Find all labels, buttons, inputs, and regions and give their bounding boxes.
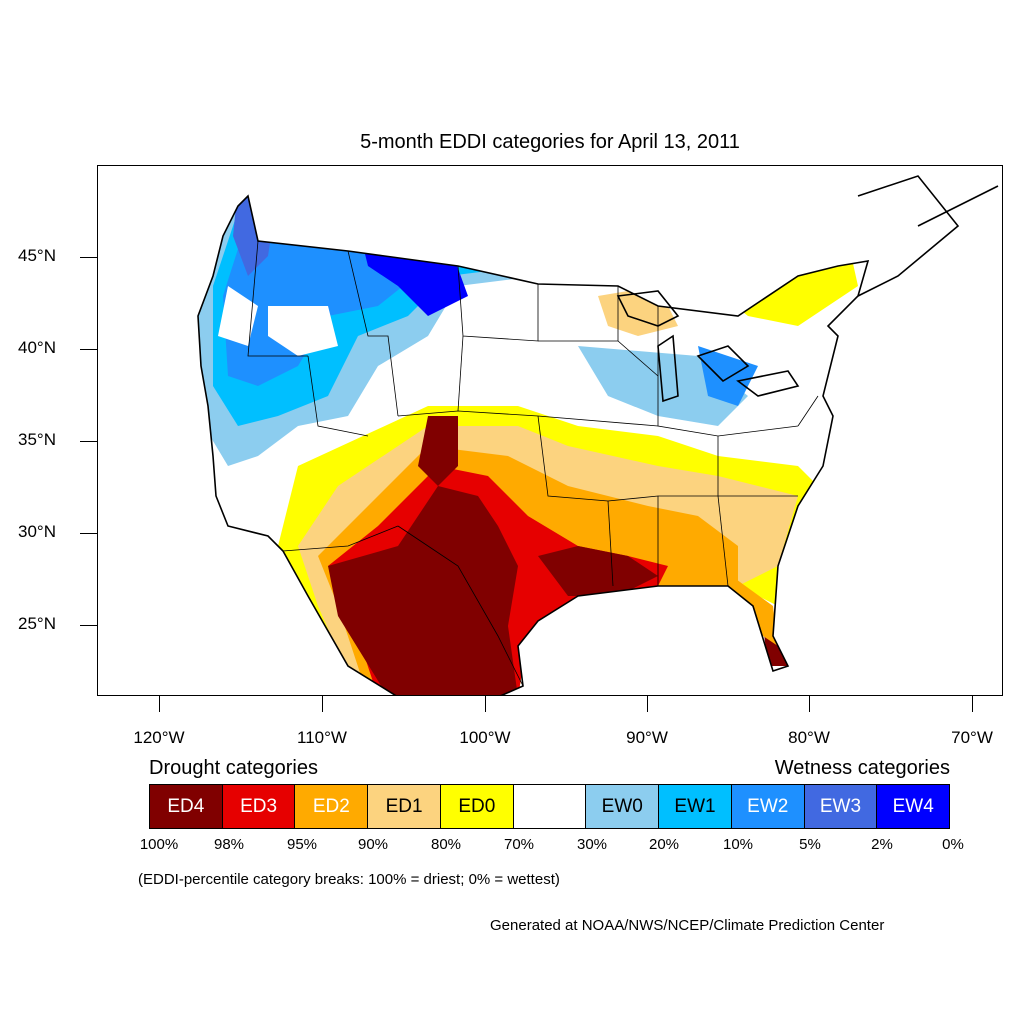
legend-box-ed0: ED0 [440,785,514,828]
legend-box-ew4: EW4 [877,785,950,828]
lat-label-30: 30°N [18,522,56,541]
lat-label-40: 40°N [18,338,56,357]
percentile-label: 20% [648,836,680,853]
lon-tick [322,696,323,712]
legend-box-ed1: ED1 [368,785,441,828]
percentile-label: 90% [357,836,389,853]
lat-tick [80,625,97,626]
lon-tick [159,696,160,712]
legend-box-ed3: ED3 [222,785,296,828]
lon-label-110: 110°W [297,728,347,747]
lon-tick [647,696,648,712]
lat-tick [80,533,97,534]
legend-colorbar: ED4 ED3 ED2 ED1 ED0 EW0 EW1 EW2 EW3 EW4 [149,784,950,829]
percentile-label: 95% [286,836,318,853]
lat-label-25: 25°N [18,614,56,633]
legend-box-ew0: EW0 [586,785,660,828]
percentile-label: 100% [139,836,179,853]
legend-box-ed2: ED2 [295,785,369,828]
percentile-label: 98% [213,836,245,853]
lon-label-90: 90°W [626,728,668,747]
percentile-label: 2% [871,836,893,853]
lon-tick [972,696,973,712]
eddi-map [197,175,999,695]
drought-legend-title: Drought categories [149,757,318,779]
lat-label-35: 35°N [18,430,56,449]
legend-box-ew1: EW1 [659,785,732,828]
legend-box-neutral [513,785,587,828]
lat-label-45: 45°N [18,246,56,265]
legend-box-ed4: ED4 [150,785,223,828]
lat-tick [80,257,97,258]
map-title: 5-month EDDI categories for April 13, 20… [360,131,740,153]
percentile-label: 30% [576,836,608,853]
lat-tick [80,349,97,350]
percentile-label: 10% [722,836,754,853]
lon-tick [485,696,486,712]
percentile-label: 0% [942,836,964,853]
percentile-label: 5% [799,836,821,853]
credit-line: Generated at NOAA/NWS/NCEP/Climate Predi… [490,917,885,934]
lon-tick [809,696,810,712]
lon-label-120: 120°W [133,728,185,747]
map-panel [97,165,1003,696]
category-note: (EDDI-percentile category breaks: 100% =… [138,871,560,888]
percentile-label: 80% [430,836,462,853]
legend-box-ew3: EW3 [804,785,878,828]
lon-label-100: 100°W [459,728,511,747]
wetness-legend-title: Wetness categories [774,757,950,779]
percentile-label: 70% [503,836,535,853]
lon-label-80: 80°W [788,728,830,747]
legend-box-ew2: EW2 [731,785,805,828]
lat-tick [80,441,97,442]
lon-label-70: 70°W [951,728,993,747]
